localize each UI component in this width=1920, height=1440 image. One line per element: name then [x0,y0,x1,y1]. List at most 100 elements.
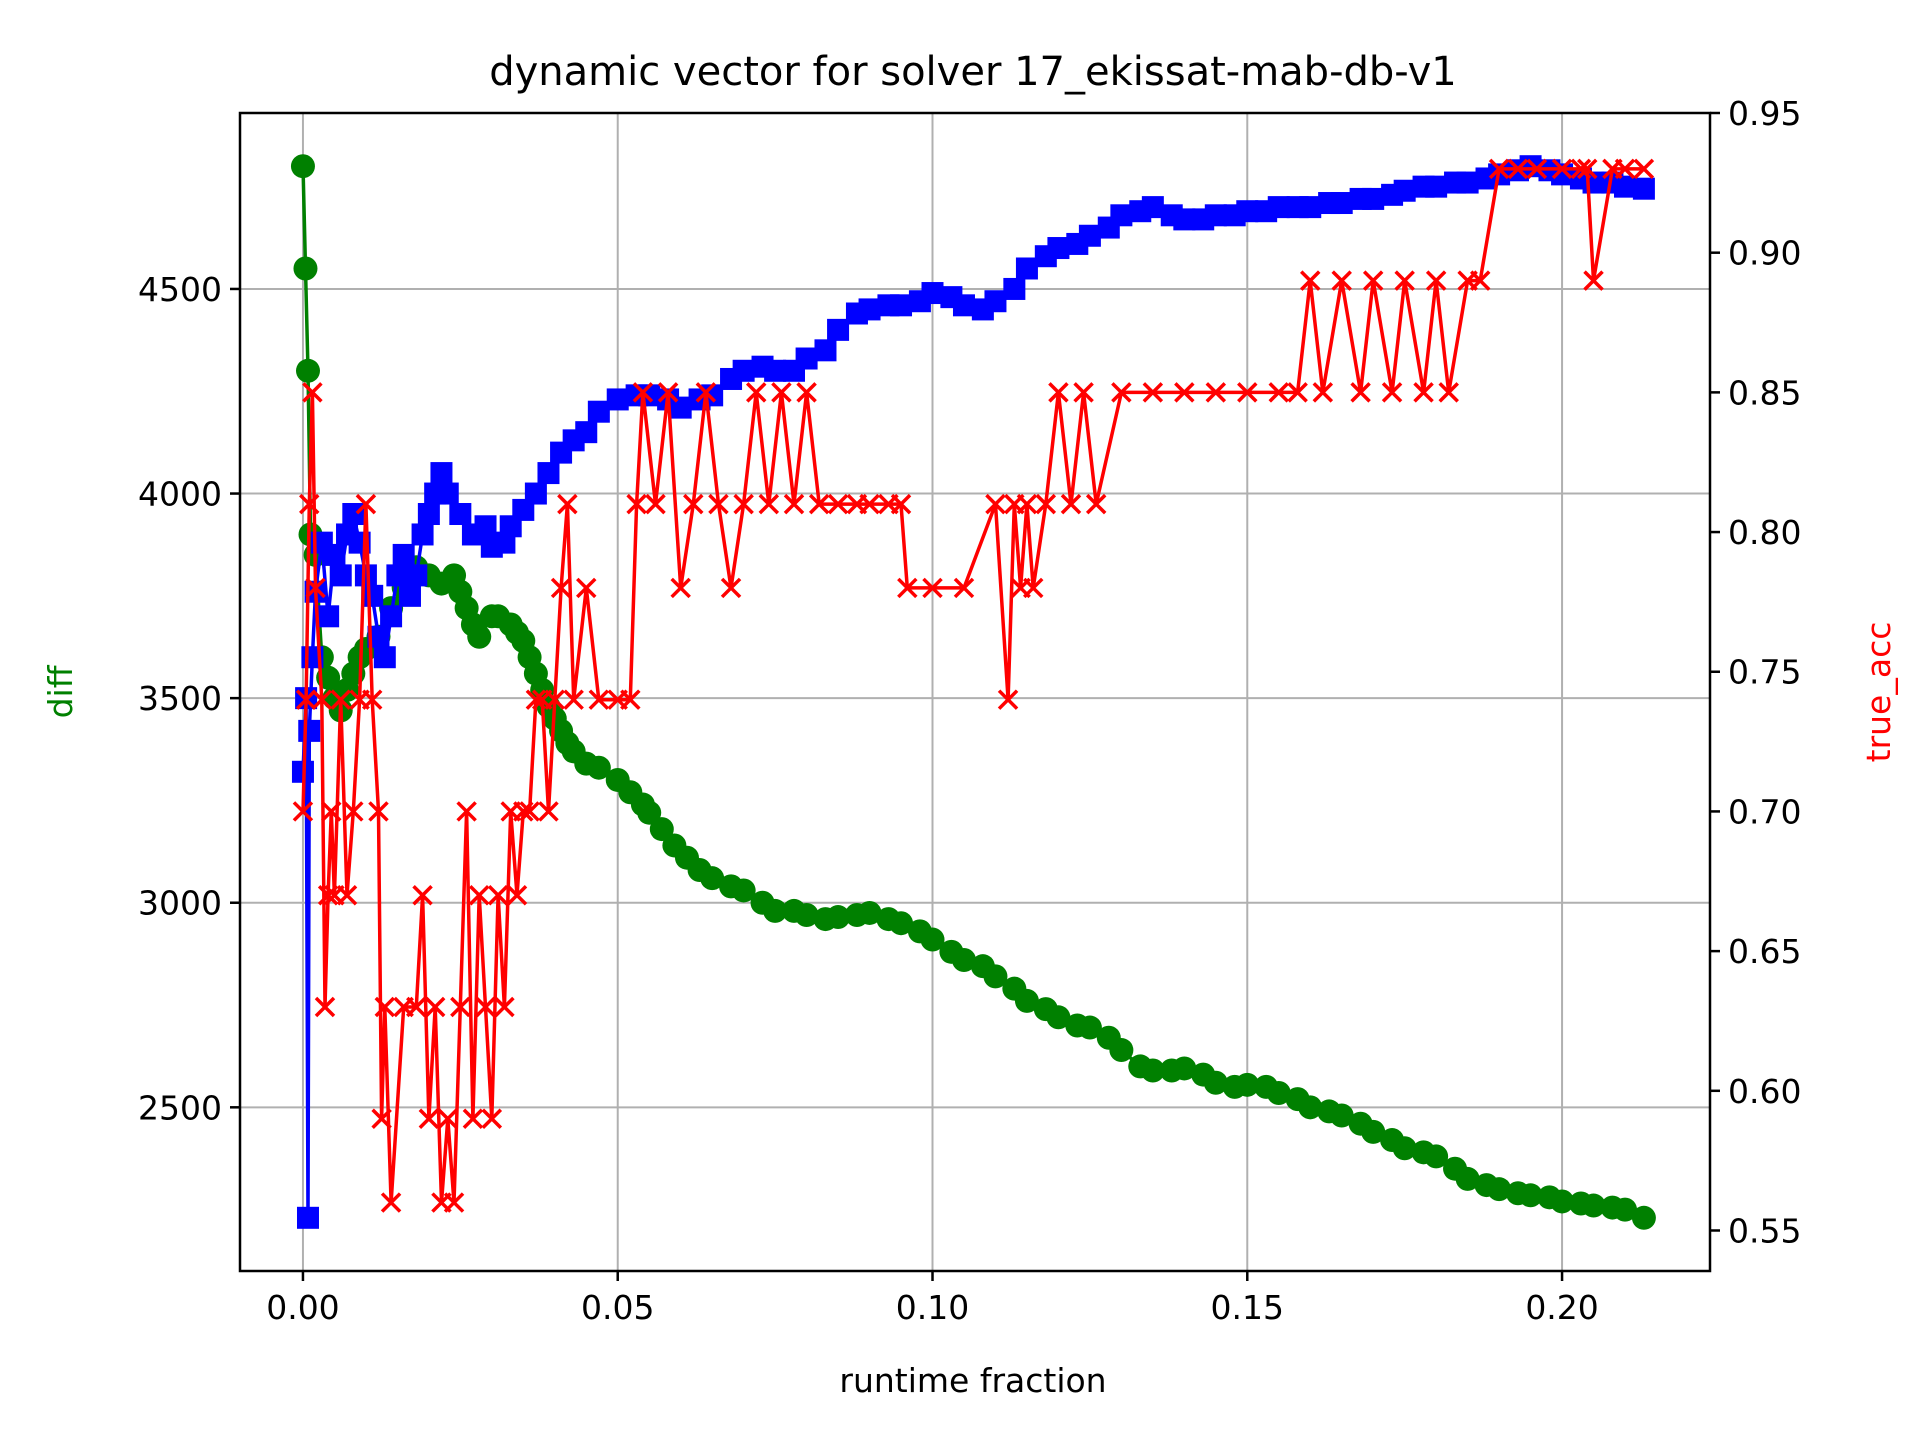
data-point [1077,1015,1102,1040]
data-point [586,755,611,780]
x-tick-label: 0.15 [1211,1288,1284,1327]
data-point [302,382,323,403]
data-point [1551,158,1573,180]
y-right-tick-label: 0.70 [1728,792,1801,831]
data-point [519,801,540,822]
data-point [430,462,453,485]
data-point [985,493,1006,515]
data-point [1362,270,1384,291]
data-point [295,689,317,710]
data-point [317,885,339,906]
data-point [783,493,805,515]
data-point [620,689,641,710]
data-point [367,625,390,648]
data-point [544,689,566,710]
data-point [1312,382,1334,403]
data-point [1111,382,1132,403]
data-point [443,1192,465,1213]
data-point [1173,208,1196,231]
data-point [1035,493,1057,515]
data-point [392,543,415,566]
data-point [450,996,471,1018]
data-point [1110,204,1133,227]
data-point [814,339,837,362]
data-point [1425,270,1447,291]
data-point [494,996,515,1018]
data-point [588,689,610,710]
data-point [1577,158,1598,180]
data-point [295,358,320,383]
data-point [720,577,742,599]
data-point [330,689,351,710]
data-point [406,996,427,1018]
data-point [953,577,975,599]
data-point [1413,382,1434,403]
data-point [1469,270,1491,291]
data-point [374,996,396,1018]
data-point [1267,196,1290,219]
data-point [1300,270,1321,291]
data-point [557,493,578,515]
data-point [355,493,377,515]
data-point [1581,1193,1606,1218]
data-point [951,948,976,973]
data-point [576,577,597,599]
data-point [321,801,342,822]
y-right-tick-label: 0.80 [1728,513,1801,552]
data-point [859,493,880,515]
data-point [336,885,358,906]
plot-area [290,154,1656,1230]
data-point [424,996,446,1018]
data-point [412,885,433,906]
data-point [858,298,881,321]
data-point [1526,158,1548,180]
y-left-tick-label: 2500 [138,1088,222,1127]
data-point [1022,577,1044,599]
data-point [317,605,340,628]
data-point [1235,1072,1260,1097]
data-point [361,584,384,607]
data-point [700,866,725,891]
data-point [525,689,547,710]
data-point [524,482,547,505]
y-right-tick-label: 0.75 [1728,653,1801,692]
data-point [1014,988,1039,1013]
x-tick-label: 0.05 [581,1288,654,1327]
data-point [1518,1183,1543,1208]
y-right-tick-label: 0.95 [1728,94,1801,133]
data-point [1174,382,1195,403]
data-point [467,624,492,649]
data-point [890,294,913,317]
data-point [354,564,377,587]
data-point [827,318,850,341]
data-point [1392,1136,1417,1161]
data-point [921,282,944,305]
data-point [475,996,496,1018]
data-point [771,382,792,403]
data-point [826,905,851,930]
y-axis-right-label: true_acc [1859,622,1898,763]
data-point [984,290,1007,313]
data-point [796,382,817,403]
data-point [1350,382,1371,403]
data-point [1425,175,1448,198]
x-tick-label: 0.00 [266,1288,339,1327]
data-point [732,359,755,382]
data-point [587,400,610,423]
y-right-tick-label: 0.55 [1728,1211,1801,1250]
data-point [795,347,818,370]
series-0 [290,154,1656,1230]
data-point [550,577,572,599]
data-point [1424,1144,1449,1169]
x-tick-label: 0.20 [1525,1288,1598,1327]
data-point [683,493,704,515]
data-point [983,964,1008,989]
plot-frame [238,111,1712,1273]
data-point [417,503,440,526]
data-point [386,564,409,587]
data-point [371,1108,392,1129]
data-point [649,817,674,842]
data-point [1109,1038,1134,1063]
data-point [657,382,679,403]
data-point [922,577,943,599]
